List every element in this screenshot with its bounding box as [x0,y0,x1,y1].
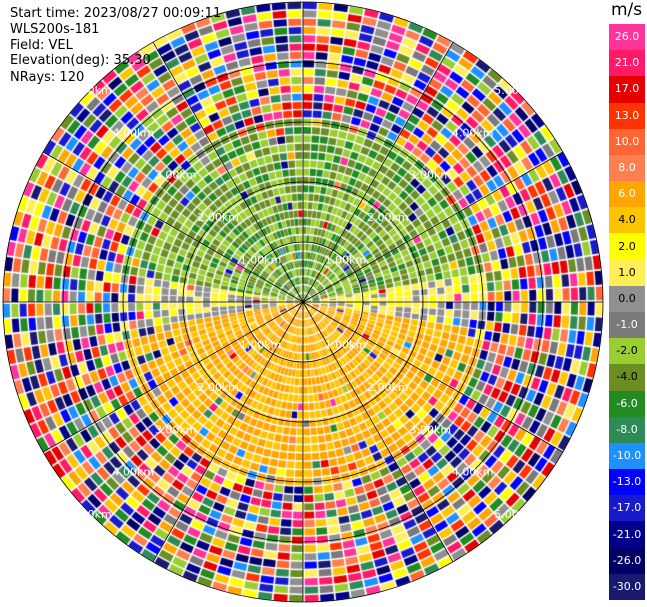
range-ring-label: 1.00km [325,254,367,267]
colorbar: 26.0 21.0 17.0 13.0 10.0 8.0 6.0 4.0 2.0 1.0 0.0 -1… [609,24,645,601]
range-ring-label: 2.00km [197,381,239,394]
colorbar-tick-label: 6.0 [618,187,636,201]
range-ring-label: 2.00km [367,381,409,394]
colorbar-tick-label: -21.0 [612,527,642,541]
azimuth-spoke [302,41,454,303]
range-ring-label: 3.00km [155,169,197,182]
colorbar-cell [609,573,645,601]
colorbar-cell [609,364,645,392]
instrument-label: WLS200s-181 [10,22,100,37]
colorbar-cell [609,312,645,339]
azimuth-spoke [42,151,304,303]
colorbar-cell [609,442,645,470]
colorbar-cell [609,547,645,575]
colorbar-cell [609,259,645,287]
range-ring-label: 5.00km [70,84,112,97]
field-label: Field: VEL [10,38,73,53]
azimuth-spoke [152,301,304,563]
colorbar-tick-label: -10.0 [612,449,642,462]
colorbar-cell [609,390,645,418]
nrays-label: NRays: 120 [10,70,85,85]
colorbar-cell [609,495,645,522]
colorbar-cell [609,181,645,208]
colorbar-cell [609,285,645,313]
colorbar-tick-label: 26.0 [614,30,640,44]
azimuth-spoke [302,151,564,303]
colorbar-tick-label: 2.0 [618,239,636,253]
colorbar-tick-label: 17.0 [614,82,640,96]
range-ring-label: 4.00km [452,466,494,479]
range-ring-label: 3.00km [409,169,451,182]
azimuth-spoke [302,301,564,453]
range-ring-label: 5.00km [494,508,536,521]
colorbar-tick-label: 0.0 [618,291,636,305]
range-ring-label: 2.00km [197,211,239,224]
colorbar-unit: m/s [611,0,643,20]
range-ring-label: 4.00km [452,126,494,139]
colorbar-cell [609,416,645,444]
start-time-label: Start time: 2023/08/27 00:09:11 [10,6,222,21]
range-ring-label: 1.00km [240,254,282,267]
colorbar-cell [609,154,645,182]
range-ring-label: 5.00km [70,508,112,521]
colorbar-cell [609,469,645,496]
range-ring-label: 5.00km [494,84,536,97]
colorbar-cell [609,338,645,365]
colorbar-tick-label: -17.0 [612,501,642,515]
colorbar-cell [609,207,645,234]
colorbar-tick-label: 10.0 [614,134,640,148]
colorbar-cell [609,24,645,51]
colorbar-cell [609,521,645,549]
colorbar-cell [609,50,645,77]
colorbar-cell [609,128,645,156]
range-ring-label: 3.00km [155,423,197,436]
colorbar-tick-label: 4.0 [618,213,636,227]
range-ring-label: 3.00km [409,423,451,436]
colorbar-cell [609,233,645,261]
colorbar-tick-label: -1.0 [616,318,638,332]
elevation-label: Elevation(deg): 35.30 [10,53,151,68]
colorbar-tick-label: -13.0 [612,475,642,489]
colorbar-tick-label: 8.0 [618,161,636,174]
colorbar-tick-label: -6.0 [616,396,638,410]
colorbar-tick-label: 1.0 [618,265,636,279]
colorbar-tick-label: -8.0 [616,422,638,436]
colorbar-tick-label: 13.0 [614,108,640,122]
colorbar-tick-label: -2.0 [616,344,638,358]
range-ring-label: 4.00km [113,466,155,479]
colorbar-tick-label: 21.0 [614,56,640,70]
azimuth-spoke [302,301,454,563]
colorbar-cell [609,76,645,104]
azimuth-spoke [152,41,304,303]
colorbar-tick-label: -4.0 [616,370,638,384]
colorbar-tick-label: -26.0 [612,553,642,567]
colorbar-tick-label: -30.0 [612,579,642,593]
range-ring-label: 1.00km [240,338,282,351]
azimuth-spoke [42,301,304,453]
colorbar-cell [609,102,645,130]
range-ring-label: 2.00km [367,211,409,224]
range-ring-label: 1.00km [325,338,367,351]
range-ring-label: 4.00km [113,126,155,139]
